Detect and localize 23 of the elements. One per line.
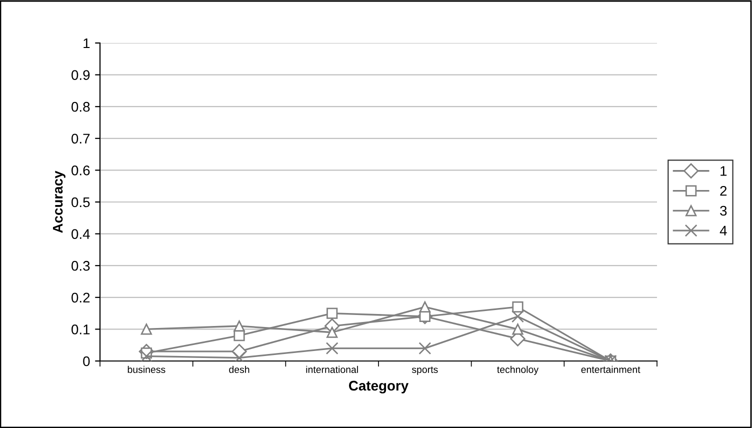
y-tick-label: 0.4 — [72, 229, 90, 239]
y-axis-title: Accuracy — [52, 170, 66, 233]
x-tick-label: entertainment — [581, 366, 640, 373]
y-tick-label: 0.1 — [72, 324, 90, 334]
x-tick-label: international — [306, 366, 358, 373]
y-tick-label: 0.7 — [72, 134, 90, 144]
x-tick-label: desh — [229, 366, 250, 373]
legend-label: 4 — [720, 226, 727, 236]
y-tick-label: 1 — [84, 38, 90, 48]
x-tick-label: technoloy — [497, 366, 539, 375]
y-tick-label: 0.2 — [72, 292, 90, 303]
x-tick-label: business — [128, 366, 166, 373]
legend-label: 1 — [720, 166, 727, 176]
y-tick-label: 0.9 — [72, 70, 90, 80]
x-axis-title: Category — [348, 380, 409, 394]
y-tick-label: 0.8 — [72, 102, 90, 112]
x-tick-label: sports — [412, 366, 438, 375]
y-tick-label: 0.6 — [72, 166, 90, 176]
legend-label: 2 — [720, 186, 727, 196]
legend-label: 3 — [720, 206, 727, 216]
y-tick-label: 0.5 — [72, 197, 90, 208]
y-tick-label: 0.3 — [72, 260, 90, 271]
y-tick-label: 0 — [83, 356, 90, 366]
